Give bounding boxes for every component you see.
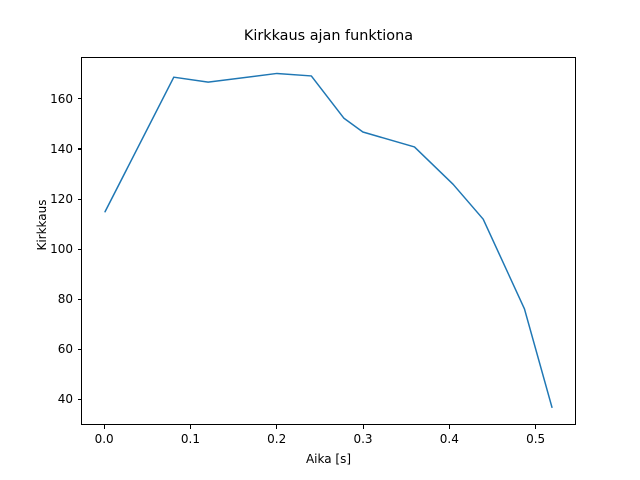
series-polyline [104, 72, 553, 409]
y-tick-label: 120 [50, 192, 73, 207]
x-tick-label: 0.5 [526, 432, 546, 446]
y-tick-label: 60 [57, 342, 73, 357]
y-tick-mark [77, 248, 81, 250]
x-tick-mark [189, 425, 192, 429]
x-tick-mark [276, 425, 278, 429]
y-tick-label: 80 [57, 292, 73, 307]
y-tick-mark [77, 98, 81, 100]
x-tick-label: 0.3 [353, 432, 373, 446]
x-tick-mark [103, 425, 105, 429]
plot-area [81, 57, 576, 425]
x-tick-label: 0.0 [94, 432, 114, 446]
data-line-series [104, 72, 553, 409]
y-tick-label: 100 [50, 242, 73, 257]
x-tick-mark [448, 425, 450, 429]
x-tick-mark [535, 425, 537, 429]
x-tick-label: 0.4 [439, 432, 459, 446]
x-tick-label: 0.1 [180, 432, 200, 446]
y-tick-label: 140 [50, 141, 73, 156]
y-tick-mark [77, 198, 81, 200]
y-axis-label: Kirkkaus [35, 199, 49, 251]
y-tick-mark [77, 298, 81, 300]
x-tick-label: 0.2 [267, 432, 287, 446]
x-axis-label: Aika [s] [305, 452, 352, 466]
y-tick-mark [77, 348, 81, 350]
y-tick-label: 40 [57, 392, 73, 407]
y-tick-mark [77, 148, 81, 150]
chart-title: Kirkkaus ajan funktiona [243, 28, 414, 44]
y-tick-mark [77, 398, 81, 401]
y-tick-label: 160 [50, 91, 73, 106]
x-tick-mark [362, 425, 364, 429]
